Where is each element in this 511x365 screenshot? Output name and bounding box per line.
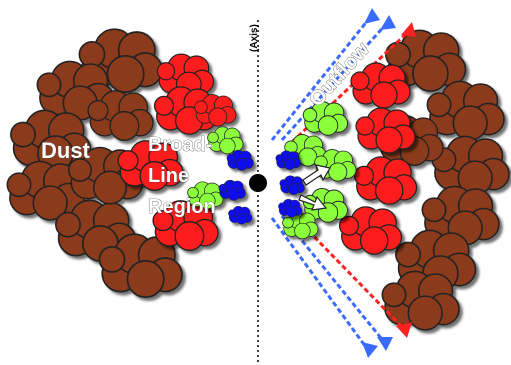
blr-label-line2: Line [148,165,189,187]
inner-arrows [298,164,331,211]
blr-label-line3: Region [148,196,216,218]
outflow-arrowheads [362,8,416,358]
axis-label: (Axis) [249,24,260,52]
central-core [249,174,267,192]
blr-label-line1: Broad- [148,134,212,156]
dust-label: Dust [41,138,91,163]
